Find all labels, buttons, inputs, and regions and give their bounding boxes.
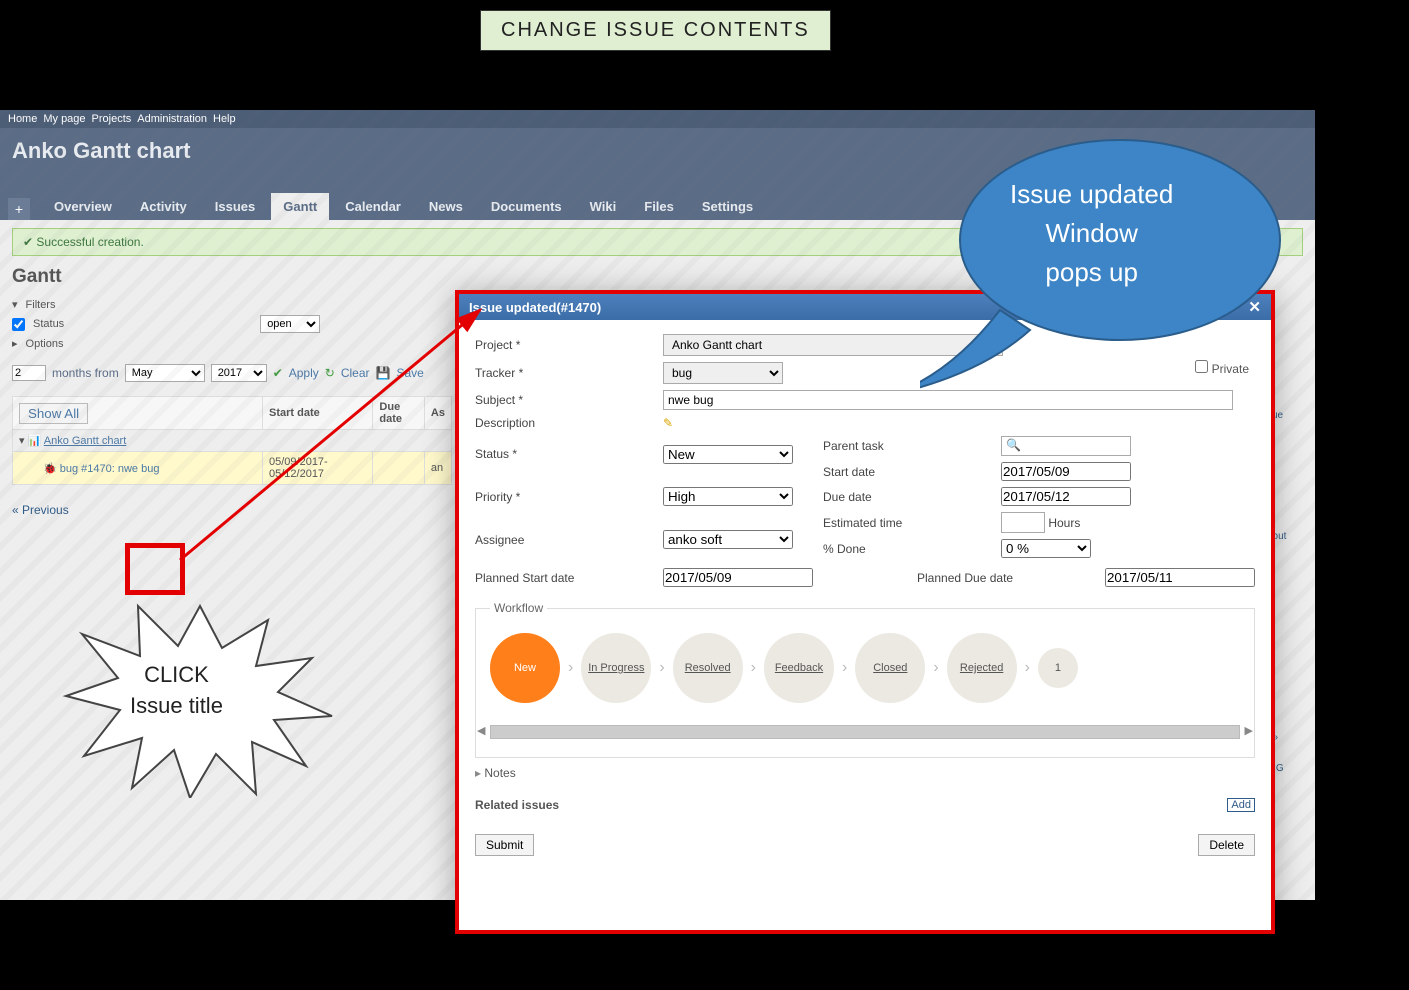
top-menu-projects[interactable]: Projects: [92, 113, 132, 125]
submit-button[interactable]: Submit: [475, 834, 534, 856]
due-date-label: Due date: [823, 490, 993, 504]
top-menu-admin[interactable]: Administration: [137, 113, 207, 125]
planned-due-label: Planned Due date: [917, 571, 1097, 585]
modal-title-text: Issue updated(#1470): [469, 300, 601, 315]
start-date-label: Start date: [823, 465, 993, 479]
related-issues-section: Related issues Add: [475, 798, 1255, 812]
done-select[interactable]: 0 %: [1001, 539, 1091, 558]
chevron-right-icon: ›: [842, 659, 847, 677]
status-filter-label: Status: [33, 318, 64, 330]
issue-dates: 05/09/2017- 05/12/2017: [263, 452, 373, 485]
months-input[interactable]: [12, 365, 46, 381]
annotation-callout-text: Issue updated Window pops up: [1010, 175, 1173, 292]
show-all-button[interactable]: Show All: [19, 403, 88, 424]
top-menu-mypage[interactable]: My page: [43, 113, 85, 125]
options-label: Options: [26, 338, 64, 350]
annotation-highlight-box: [125, 543, 185, 595]
workflow-step-feedback[interactable]: Feedback: [764, 633, 834, 703]
tab-settings[interactable]: Settings: [690, 193, 765, 220]
priority-label: Priority: [475, 490, 512, 504]
modal-body: Private Project * Anko Gantt chart Track…: [459, 320, 1271, 930]
status-select[interactable]: New: [663, 445, 793, 464]
issue-row[interactable]: 🐞 bug #1470: nwe bug 05/09/2017- 05/12/2…: [13, 452, 452, 485]
months-from-label: months from: [52, 366, 119, 380]
chevron-right-icon: ›: [659, 659, 664, 677]
planned-due-input[interactable]: [1105, 568, 1255, 587]
workflow-step-resolved[interactable]: Resolved: [673, 633, 743, 703]
related-issues-label: Related issues: [475, 798, 559, 812]
workflow-fieldset: Workflow New › In Progress › Resolved › …: [475, 601, 1255, 758]
description-label: Description: [475, 416, 655, 430]
save-link[interactable]: Save: [396, 366, 423, 380]
issue-link[interactable]: bug #1470: nwe bug: [60, 463, 160, 475]
estimated-input[interactable]: [1001, 512, 1045, 533]
workflow-step-more[interactable]: 1: [1038, 648, 1078, 688]
apply-link[interactable]: Apply: [289, 366, 319, 380]
add-related-link[interactable]: Add: [1227, 798, 1255, 812]
col-assignee: As: [424, 397, 451, 430]
top-menu-home[interactable]: Home: [8, 113, 37, 125]
chevron-right-icon: ›: [933, 659, 938, 677]
workflow-step-rejected[interactable]: Rejected: [947, 633, 1017, 703]
issue-assignee-cell: an: [424, 452, 451, 485]
tab-news[interactable]: News: [417, 193, 475, 220]
workflow-step-inprogress[interactable]: In Progress: [581, 633, 651, 703]
workflow-step-new[interactable]: New: [490, 633, 560, 703]
edit-description-icon[interactable]: ✎: [663, 416, 1255, 430]
start-date-input[interactable]: [1001, 462, 1131, 481]
workflow-scrollbar[interactable]: [490, 725, 1240, 739]
col-start-date: Start date: [263, 397, 373, 430]
due-date-input[interactable]: [1001, 487, 1131, 506]
tab-files[interactable]: Files: [632, 193, 686, 220]
workflow-legend: Workflow: [490, 601, 547, 615]
assignee-label: Assignee: [475, 533, 655, 547]
assignee-select[interactable]: anko soft: [663, 530, 793, 549]
tab-gantt[interactable]: Gantt: [271, 193, 329, 220]
chevron-right-icon: ›: [568, 659, 573, 677]
filters-label: Filters: [26, 299, 56, 311]
col-due-date: Due date: [373, 397, 425, 430]
annotation-starburst-text: CLICK Issue title: [130, 660, 223, 722]
priority-select[interactable]: High: [663, 487, 793, 506]
workflow-step-closed[interactable]: Closed: [855, 633, 925, 703]
tab-overview[interactable]: Overview: [42, 193, 124, 220]
gantt-subjects-table: Show All Start date Due date As ▾ 📊 Anko…: [12, 396, 452, 485]
search-icon[interactable]: 🔍: [1006, 438, 1021, 452]
year-select[interactable]: 2017: [211, 364, 267, 382]
project-label: Project: [475, 338, 512, 352]
project-row-link[interactable]: Anko Gantt chart: [44, 435, 127, 447]
new-object-button[interactable]: +: [8, 198, 30, 220]
tab-issues[interactable]: Issues: [203, 193, 267, 220]
instruction-banner: CHANGE ISSUE CONTENTS: [480, 10, 831, 51]
done-label: % Done: [823, 542, 993, 556]
tab-documents[interactable]: Documents: [479, 193, 574, 220]
month-select[interactable]: May: [125, 364, 205, 382]
project-tabs: + Overview Activity Issues Gantt Calenda…: [8, 193, 765, 220]
chevron-right-icon: ›: [1025, 659, 1030, 677]
tab-wiki[interactable]: Wiki: [578, 193, 629, 220]
status-filter-select[interactable]: open: [260, 315, 320, 333]
notes-toggle[interactable]: Notes: [475, 766, 1255, 780]
estimated-label: Estimated time: [823, 516, 993, 530]
subject-label: Subject: [475, 393, 515, 407]
tracker-select[interactable]: bug: [663, 362, 783, 384]
tab-activity[interactable]: Activity: [128, 193, 199, 220]
parent-task-label: Parent task: [823, 439, 993, 453]
planned-start-input[interactable]: [663, 568, 813, 587]
status-label: Status: [475, 447, 509, 461]
clear-link[interactable]: Clear: [341, 366, 370, 380]
top-menu-help[interactable]: Help: [213, 113, 236, 125]
tracker-label: Tracker: [475, 366, 515, 380]
hours-label: Hours: [1048, 516, 1080, 530]
previous-link[interactable]: « Previous: [12, 503, 69, 517]
chevron-right-icon: ›: [751, 659, 756, 677]
top-menu: Home My page Projects Administration Hel…: [0, 110, 1315, 128]
planned-start-label: Planned Start date: [475, 571, 655, 585]
tab-calendar[interactable]: Calendar: [333, 193, 413, 220]
delete-button[interactable]: Delete: [1198, 834, 1255, 856]
status-filter-checkbox[interactable]: [12, 318, 25, 331]
